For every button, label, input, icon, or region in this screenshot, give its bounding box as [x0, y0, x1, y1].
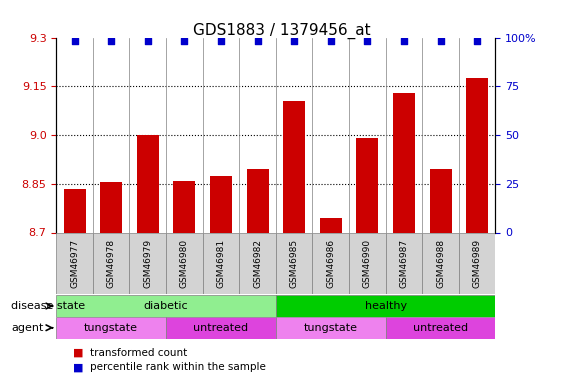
Text: ■: ■ — [73, 363, 84, 372]
Text: tungstate: tungstate — [84, 323, 138, 333]
Text: untreated: untreated — [413, 323, 468, 333]
Text: tungstate: tungstate — [304, 323, 358, 333]
Text: disease state: disease state — [11, 301, 86, 311]
Point — [70, 38, 79, 44]
FancyBboxPatch shape — [203, 232, 239, 294]
Text: diabetic: diabetic — [144, 301, 189, 311]
FancyBboxPatch shape — [276, 295, 495, 317]
Bar — [320, 218, 342, 232]
Text: GSM46978: GSM46978 — [107, 239, 115, 288]
FancyBboxPatch shape — [56, 295, 276, 317]
Text: percentile rank within the sample: percentile rank within the sample — [90, 363, 266, 372]
Text: GSM46990: GSM46990 — [363, 239, 372, 288]
Text: GSM46986: GSM46986 — [327, 239, 335, 288]
FancyBboxPatch shape — [276, 317, 386, 339]
Point — [363, 38, 372, 44]
Text: healthy: healthy — [365, 301, 406, 311]
Point — [400, 38, 409, 44]
Text: GSM46979: GSM46979 — [144, 239, 152, 288]
FancyBboxPatch shape — [459, 232, 495, 294]
Text: transformed count: transformed count — [90, 348, 187, 357]
Bar — [100, 182, 122, 232]
Text: GSM46977: GSM46977 — [70, 239, 79, 288]
FancyBboxPatch shape — [166, 232, 203, 294]
Bar — [356, 138, 378, 232]
Text: GSM46982: GSM46982 — [253, 239, 262, 288]
Point — [107, 38, 116, 44]
FancyBboxPatch shape — [56, 232, 93, 294]
FancyBboxPatch shape — [56, 317, 166, 339]
Bar — [393, 93, 415, 232]
Text: GSM46989: GSM46989 — [473, 239, 481, 288]
FancyBboxPatch shape — [93, 232, 129, 294]
Point — [216, 38, 225, 44]
Text: untreated: untreated — [194, 323, 248, 333]
Bar — [283, 101, 305, 232]
FancyBboxPatch shape — [386, 232, 422, 294]
FancyBboxPatch shape — [239, 232, 276, 294]
Bar — [466, 78, 488, 232]
Point — [472, 38, 481, 44]
Bar — [210, 176, 232, 232]
Point — [253, 38, 262, 44]
Bar — [430, 169, 452, 232]
FancyBboxPatch shape — [422, 232, 459, 294]
FancyBboxPatch shape — [166, 317, 276, 339]
Text: GSM46987: GSM46987 — [400, 239, 408, 288]
FancyBboxPatch shape — [312, 232, 349, 294]
Text: GDS1883 / 1379456_at: GDS1883 / 1379456_at — [193, 22, 370, 39]
Bar — [137, 135, 159, 232]
Text: GSM46985: GSM46985 — [290, 239, 298, 288]
Text: GSM46981: GSM46981 — [217, 239, 225, 288]
FancyBboxPatch shape — [386, 317, 495, 339]
Text: ■: ■ — [73, 348, 84, 357]
FancyBboxPatch shape — [129, 232, 166, 294]
Text: agent: agent — [11, 323, 44, 333]
Bar — [173, 180, 195, 232]
Point — [143, 38, 152, 44]
Bar — [247, 169, 269, 232]
Point — [326, 38, 335, 44]
Text: GSM46980: GSM46980 — [180, 239, 189, 288]
Bar — [64, 189, 86, 232]
Text: GSM46988: GSM46988 — [436, 239, 445, 288]
FancyBboxPatch shape — [349, 232, 386, 294]
Point — [290, 38, 299, 44]
Point — [436, 38, 445, 44]
Point — [180, 38, 189, 44]
FancyBboxPatch shape — [276, 232, 312, 294]
